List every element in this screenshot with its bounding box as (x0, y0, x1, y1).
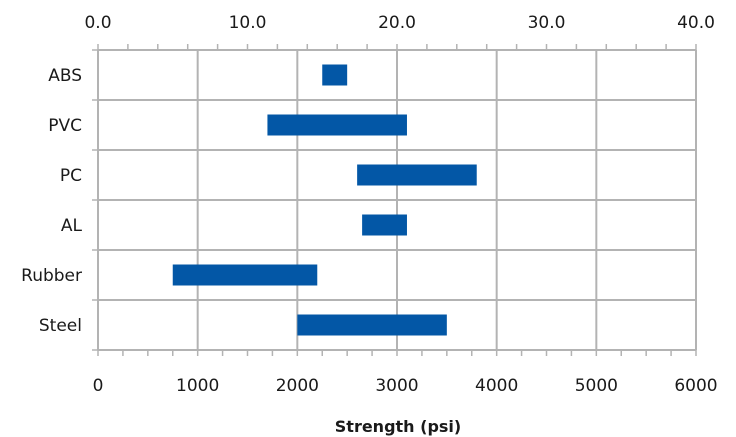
category-label: AL (61, 216, 83, 236)
bar-pc (357, 164, 477, 186)
category-axis: ABS PVC PC AL Rubber Steel (21, 49, 98, 351)
top-tick-label: 20.0 (378, 13, 416, 33)
grid-lines (97, 49, 697, 351)
x-tick-label: 4000 (475, 376, 518, 396)
bar-al (362, 214, 407, 236)
bar-steel (297, 314, 447, 336)
bar-abs (322, 64, 348, 86)
category-label: Steel (39, 316, 82, 336)
x-tick-label: 5000 (575, 376, 618, 396)
category-label: PC (60, 166, 82, 186)
x-tick-label: 2000 (276, 376, 319, 396)
x-tick-label: 6000 (674, 376, 717, 396)
bar-rubber (172, 264, 318, 286)
x-tick-label: 0 (93, 376, 104, 396)
top-tick-label: 0.0 (84, 13, 111, 33)
bottom-axis: 0 1000 2000 3000 4000 5000 6000 (93, 350, 718, 396)
x-tick-label: 3000 (375, 376, 418, 396)
top-tick-label: 40.0 (677, 13, 715, 33)
bars (172, 64, 477, 336)
top-tick-label: 30.0 (528, 13, 566, 33)
x-axis-title: Strength (psi) (335, 417, 461, 436)
category-label: Rubber (21, 266, 82, 286)
x-tick-label: 1000 (176, 376, 219, 396)
category-label: ABS (48, 66, 82, 86)
top-tick-label: 10.0 (229, 13, 267, 33)
category-label: PVC (48, 116, 82, 136)
bar-pvc (267, 114, 407, 136)
top-axis: 0.0 10.0 20.0 30.0 40.0 (84, 13, 715, 50)
